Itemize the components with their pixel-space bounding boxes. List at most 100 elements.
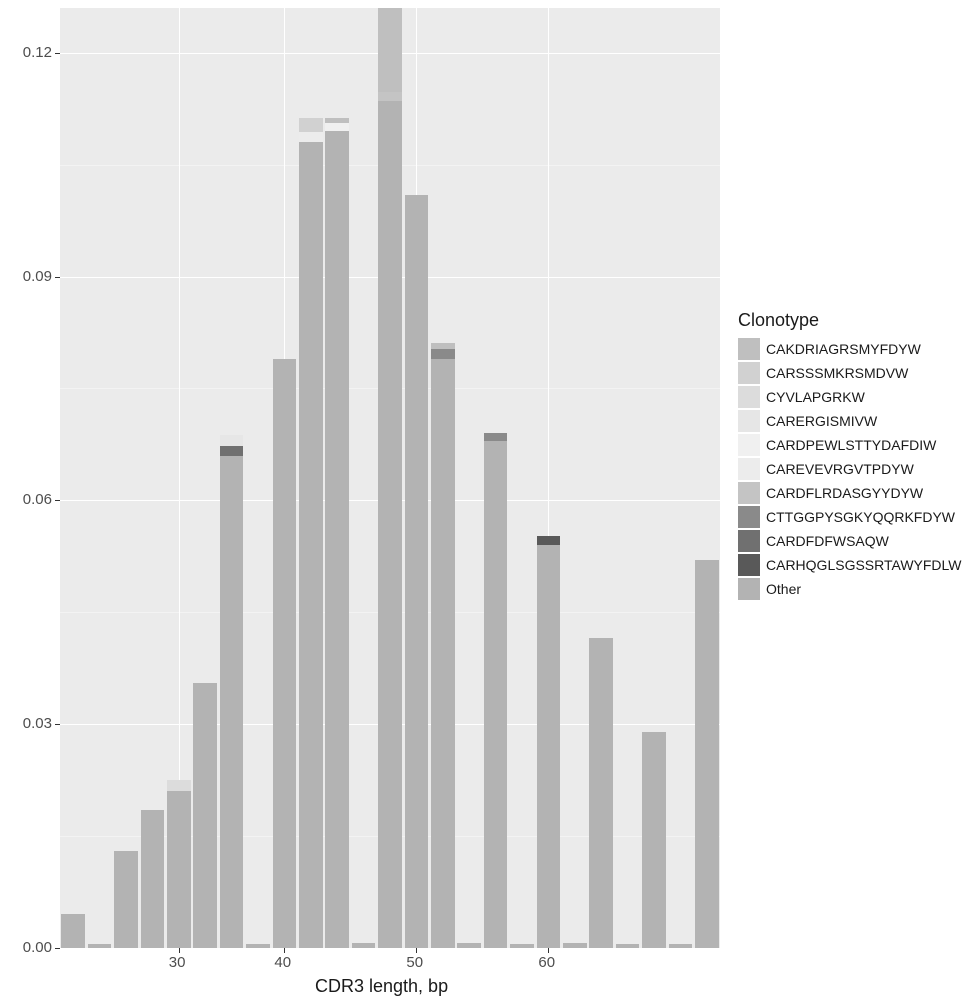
bar-segment [457,943,481,948]
x-tick-label: 60 [538,954,555,971]
bar-segment [695,560,719,948]
bar-segment [114,851,138,948]
legend-swatch [738,530,760,552]
bar-segment [325,123,349,131]
bar-segment [642,732,666,948]
x-tick [548,948,549,953]
legend-item: CARDFDFWSAQW [738,529,962,553]
legend-label: CARDFLRDASGYYDYW [766,485,923,501]
grid-major-h [60,948,720,949]
legend-label: CARHQGLSGSSRTAWYFDLW [766,557,962,573]
bar-segment [484,441,508,948]
bar-segment [220,446,244,456]
legend-item: CARDPEWLSTTYDAFDIW [738,433,962,457]
x-tick [179,948,180,953]
bar-segment [299,132,323,142]
legend-item: CARERGISMIVW [738,409,962,433]
bar-segment [510,944,534,948]
bar-segment [589,638,613,948]
legend-swatch [738,410,760,432]
bar-segment [193,683,217,948]
legend-key [738,362,760,384]
bar-segment [537,536,561,545]
bar-segment [563,943,587,948]
legend-key [738,482,760,504]
legend-swatch [738,434,760,456]
legend-swatch [738,506,760,528]
x-tick-label: 50 [406,954,423,971]
legend-key [738,530,760,552]
legend-key [738,458,760,480]
y-tick-label: 0.03 [23,715,52,732]
cdr3-spectratype-chart: 0.000.030.060.090.1230405060 Clonotype C… [0,0,975,1000]
x-tick [416,948,417,953]
legend-item: CARDFLRDASGYYDYW [738,481,962,505]
legend-item: CTTGGPYSGKYQQRKFDYW [738,505,962,529]
legend-item: Other [738,577,962,601]
bar-segment [352,943,376,948]
y-tick-label: 0.12 [23,44,52,61]
legend-label: Other [766,581,801,597]
bar-segment [167,780,191,791]
bar-segment [484,433,508,440]
legend-title: Clonotype [738,310,962,331]
y-tick-label: 0.00 [23,939,52,956]
legend-swatch [738,362,760,384]
bar-segment [669,944,693,948]
x-axis-title: CDR3 length, bp [315,976,448,997]
legend-swatch [738,386,760,408]
legend-swatch [738,482,760,504]
legend-label: CARSSSMKRSMDVW [766,365,908,381]
legend-key [738,554,760,576]
bar-segment [220,435,244,446]
legend-label: CARDFDFWSAQW [766,533,889,549]
y-tick-label: 0.09 [23,268,52,285]
legend-item: CARHQGLSGSSRTAWYFDLW [738,553,962,577]
y-tick [55,500,60,501]
bar-segment [167,791,191,948]
y-tick [55,53,60,54]
legend-item: CARSSSMKRSMDVW [738,361,962,385]
legend-label: CYVLAPGRKW [766,389,865,405]
legend-key [738,578,760,600]
y-tick [55,724,60,725]
legend-key [738,386,760,408]
bar-segment [325,131,349,948]
clonotype-legend: Clonotype CAKDRIAGRSMYFDYW CARSSSMKRSMDVW… [738,310,962,601]
legend-label: CTTGGPYSGKYQQRKFDYW [766,509,955,525]
bar-segment [537,545,561,948]
x-tick-label: 30 [169,954,186,971]
y-tick [55,948,60,949]
legend-key [738,506,760,528]
bar-segment [141,810,165,948]
legend-swatch [738,458,760,480]
bar-segment [88,944,112,948]
bar-segment [325,118,349,122]
legend-key [738,410,760,432]
bar-segment [378,8,402,92]
bar-segment [299,142,323,948]
bar-segment [220,456,244,948]
bar-segment [431,359,455,948]
legend-key [738,434,760,456]
bar-segment [378,92,402,102]
bar-segment [431,349,455,359]
bar-segment [61,914,85,948]
legend-swatch [738,578,760,600]
bar-segment [299,118,323,131]
bar-segment [405,195,429,948]
legend-key [738,338,760,360]
legend-swatch [738,338,760,360]
x-tick [284,948,285,953]
bar-segment [378,101,402,948]
legend-label: CARDPEWLSTTYDAFDIW [766,437,936,453]
y-tick [55,277,60,278]
legend-label: CARERGISMIVW [766,413,877,429]
legend-swatch [738,554,760,576]
legend-label: CAREVEVRGVTPDYW [766,461,914,477]
legend-item: CAREVEVRGVTPDYW [738,457,962,481]
bar-segment [246,944,270,948]
x-tick-label: 40 [274,954,291,971]
legend-label: CAKDRIAGRSMYFDYW [766,341,921,357]
legend-item: CAKDRIAGRSMYFDYW [738,337,962,361]
